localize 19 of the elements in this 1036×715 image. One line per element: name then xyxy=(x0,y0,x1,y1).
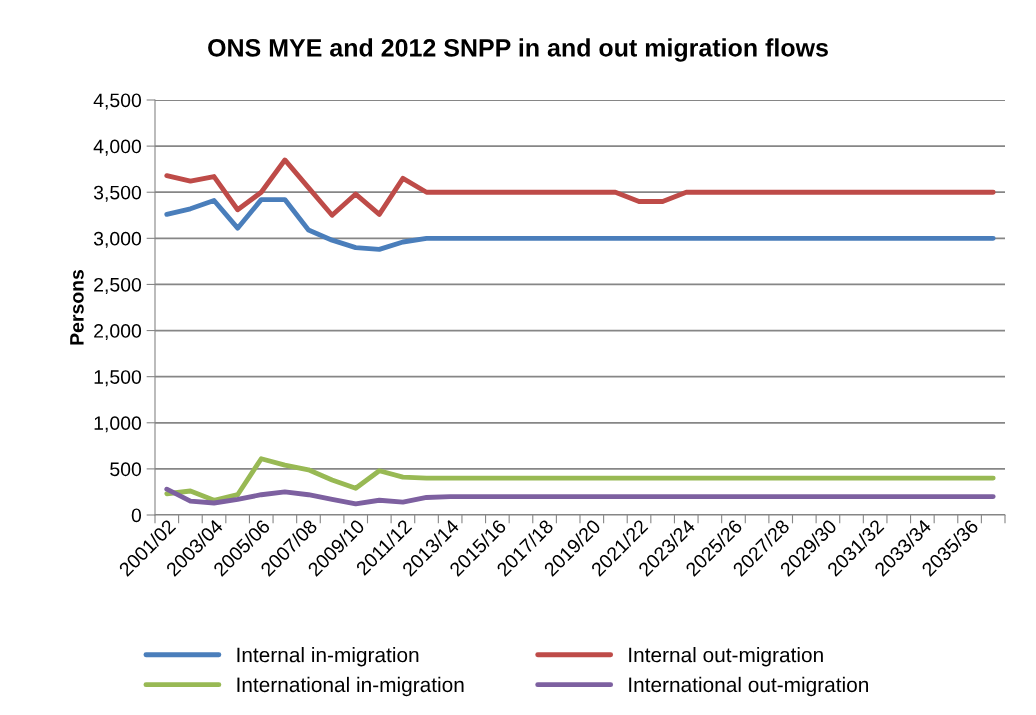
line-series xyxy=(164,456,996,503)
y-tick-label: 4,000 xyxy=(93,139,142,156)
y-tick-label: 3,000 xyxy=(93,231,142,248)
y-tick-label: 500 xyxy=(110,462,142,477)
legend-label: International in-migration xyxy=(237,676,464,697)
y-tick-label: 2,000 xyxy=(94,324,142,341)
line-series xyxy=(164,157,996,218)
y-tick-label: 1,000 xyxy=(94,416,142,433)
y-tick-label: 3,500 xyxy=(93,185,142,202)
y-tick-label: 1,500 xyxy=(94,370,142,387)
legend-label: International out-migration xyxy=(629,676,868,697)
y-axis-title: Persons xyxy=(70,269,84,345)
y-tick-label: 2,500 xyxy=(94,277,142,294)
line-series xyxy=(164,197,996,252)
legend-label: Internal out-migration xyxy=(629,646,823,667)
legend-label: Internal in-migration xyxy=(237,646,419,667)
y-tick-label: 4,500 xyxy=(93,93,142,110)
line-series xyxy=(164,486,996,507)
chart-title: ONS MYE and 2012 SNPP in and out migration flows xyxy=(208,38,828,62)
